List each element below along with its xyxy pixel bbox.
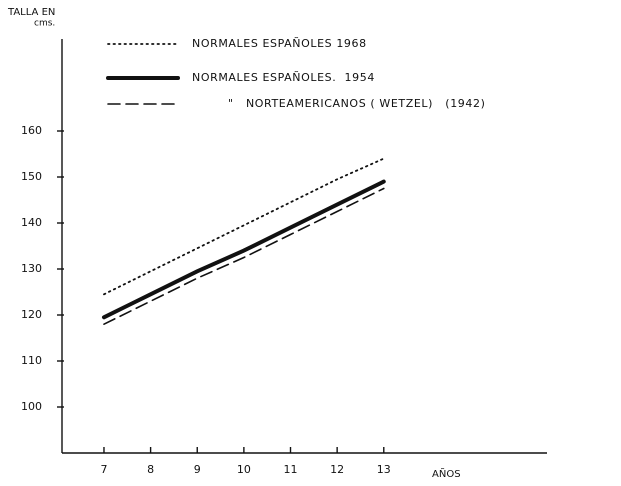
y-tick-label: 150 xyxy=(21,170,42,183)
y-tick-label: 120 xyxy=(21,308,42,321)
series-line xyxy=(103,157,385,296)
x-tick-label: 9 xyxy=(194,463,201,476)
y-tick-label: 140 xyxy=(21,216,42,229)
x-tick-label: 7 xyxy=(100,463,107,476)
y-tick-label: 100 xyxy=(21,400,42,413)
x-tick-label: 11 xyxy=(284,463,298,476)
series-line xyxy=(103,187,385,325)
legend-label: " NORTEAMERICANOS ( WETZEL) (1942) xyxy=(228,97,485,110)
y-axis-label: TALLA EN xyxy=(7,7,55,18)
x-axis-label: AÑOS xyxy=(432,467,461,480)
legend-label: NORMALES ESPAÑOLES. 1954 xyxy=(192,71,375,84)
y-tick-label: 160 xyxy=(21,124,42,137)
series-line xyxy=(101,179,386,320)
y-axis-unit: cms. xyxy=(34,19,55,29)
y-tick-label: 110 xyxy=(21,354,42,367)
y-tick-label: 130 xyxy=(21,262,42,275)
legend-label: NORMALES ESPAÑOLES 1968 xyxy=(192,37,367,50)
x-tick-label: 8 xyxy=(147,463,154,476)
x-tick-label: 10 xyxy=(237,463,251,476)
x-tick-label: 12 xyxy=(330,463,344,476)
x-tick-label: 13 xyxy=(377,463,391,476)
